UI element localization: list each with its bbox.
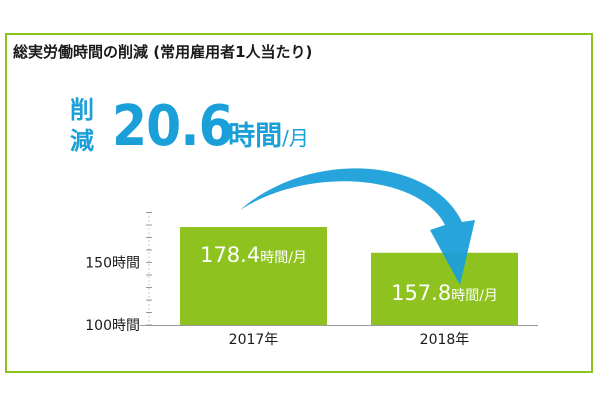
bar-value-unit: 時間/月: [260, 250, 307, 266]
bar-value-number: 157.8: [391, 281, 451, 305]
y-tick-label: 150時間: [85, 256, 140, 272]
bar-value-label: 178.4時間/月: [200, 243, 307, 267]
reduction-label-char: 削: [70, 96, 94, 124]
x-category-label: 2017年: [229, 332, 279, 348]
chart-title: 総実労働時間の削減 (常用雇用者1人当たり): [13, 43, 313, 61]
reduction-amount: 20.6時間/月: [112, 92, 309, 162]
bar-value-number: 178.4: [200, 243, 260, 267]
reduction-label-char: 減: [70, 127, 94, 155]
reduction-label: 削 減: [68, 95, 96, 157]
reduction-unit: 時間: [228, 121, 283, 152]
bar: [371, 252, 518, 325]
bar: [180, 227, 327, 325]
bar-value-label: 157.8時間/月: [391, 281, 498, 305]
reduction-value: 20.6: [112, 94, 234, 159]
bar-value-unit: 時間/月: [451, 288, 498, 304]
reduction-per: /月: [282, 126, 309, 150]
y-tick-label: 100時間: [85, 318, 140, 334]
x-category-label: 2018年: [420, 332, 470, 348]
